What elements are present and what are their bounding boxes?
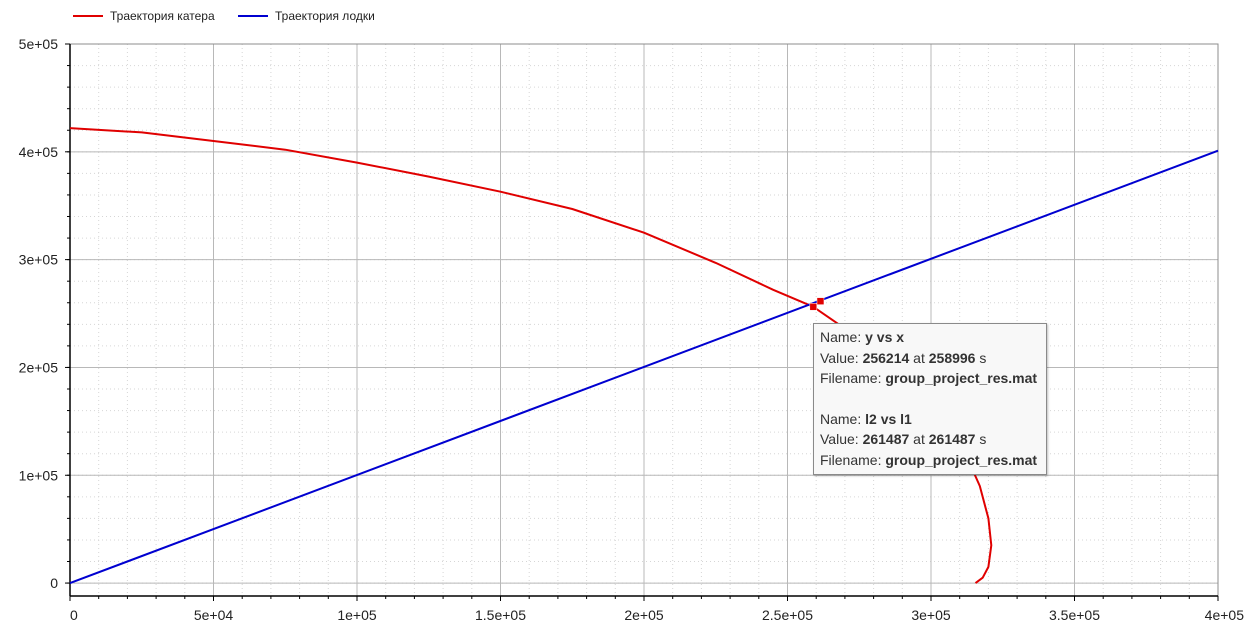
y-tick-label: 1e+05 xyxy=(19,467,59,483)
tooltip-time: 261487 xyxy=(928,431,976,447)
marker-layer xyxy=(809,297,825,311)
tooltip-value-row: Value: 261487 at 261487 s xyxy=(820,429,1040,450)
tooltip-value-label: Value: xyxy=(820,431,859,447)
tooltip-filename: group_project_res.mat xyxy=(885,451,1038,468)
tooltip-name-row: Name: l2 vs l1 xyxy=(820,409,1040,430)
tooltip-series-name: y vs x xyxy=(865,329,905,345)
tooltip-series-name: l2 vs l1 xyxy=(865,410,912,427)
data-tooltip: Name: y vs x Value: 256214 at 258996 s F… xyxy=(813,323,1047,475)
data-point-marker xyxy=(809,303,818,311)
tooltip-unit: s xyxy=(979,431,987,447)
x-tick-label: 2e+05 xyxy=(624,607,664,623)
y-tick-label: 2e+05 xyxy=(19,359,59,375)
x-tick-label: 1e+05 xyxy=(337,607,377,623)
x-tick-label: 1.5e+05 xyxy=(475,607,526,623)
tooltip-filename-row: Filename: group_project_res.mat xyxy=(820,450,1040,471)
tooltip-name-row: Name: y vs x xyxy=(820,327,1040,348)
x-tick-label: 5e+04 xyxy=(194,607,234,623)
y-tick-label: 5e+05 xyxy=(19,36,59,52)
tooltip-unit: s xyxy=(979,349,987,366)
tooltip-at-label: at xyxy=(913,349,925,366)
x-tick-label: 2.5e+05 xyxy=(762,607,813,623)
x-tick-label: 4e+05 xyxy=(1205,607,1245,623)
axes xyxy=(65,43,1219,601)
tooltip-name-label: Name: xyxy=(820,410,862,427)
tooltip-value: 256214 xyxy=(862,349,910,366)
x-tick-label: 3.5e+05 xyxy=(1049,607,1100,623)
tooltip-value-row: Value: 256214 at 258996 s xyxy=(820,348,1040,369)
tooltip-name-label: Name: xyxy=(820,329,862,345)
tooltip-filename-row: Filename: group_project_res.mat xyxy=(820,368,1040,389)
data-point-marker xyxy=(816,297,825,305)
legend: Траектория катера Траектория лодки xyxy=(73,9,375,23)
tooltip-value: 261487 xyxy=(862,431,910,447)
x-tick-label: 0 xyxy=(70,607,78,623)
legend-label-boat: Траектория лодки xyxy=(275,9,375,23)
y-tick-label: 4e+05 xyxy=(19,144,59,160)
tooltip-at-label: at xyxy=(913,431,925,447)
x-tick-label: 3e+05 xyxy=(911,607,951,623)
series-line-boat xyxy=(69,149,1219,585)
tooltip-value-label: Value: xyxy=(820,349,859,366)
tooltip-filename-label: Filename: xyxy=(820,451,882,468)
tick-labels: 0 5e+04 1e+05 1.5e+05 2e+05 2.5e+05 3e+05 3.5e+… xyxy=(19,36,1245,623)
y-tick-label: 3e+05 xyxy=(19,252,59,268)
legend-label-catcher: Траектория катера xyxy=(110,9,215,23)
tooltip-time: 258996 xyxy=(928,349,976,366)
tooltip-filename-label: Filename: xyxy=(820,370,882,386)
tooltip-filename: group_project_res.mat xyxy=(885,370,1038,386)
y-tick-label: 0 xyxy=(50,575,58,591)
